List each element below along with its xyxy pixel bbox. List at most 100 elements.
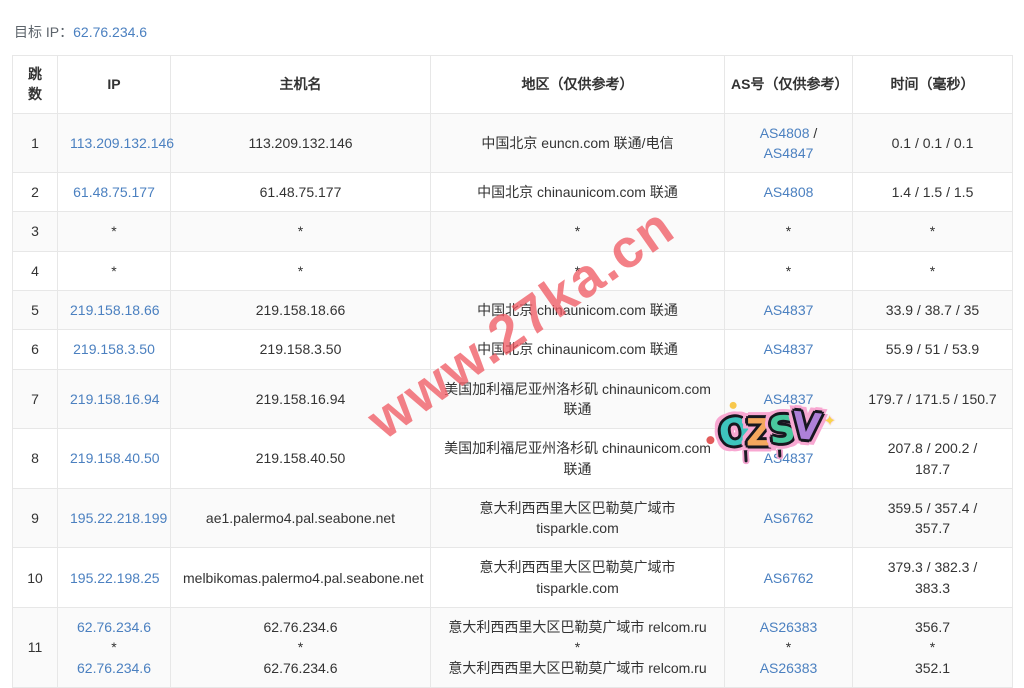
asn-link[interactable]: AS4847	[763, 144, 814, 161]
cell-text: 219.158.18.66	[255, 302, 346, 319]
asn-link[interactable]: AS4837	[763, 390, 814, 407]
cell-text: *	[297, 639, 304, 656]
ip-link[interactable]: 219.158.16.94	[70, 390, 160, 407]
cell-time: 179.7 / 171.5 / 150.7	[852, 368, 1013, 430]
ip-link[interactable]: 219.158.3.50	[73, 341, 155, 358]
cell-asn: AS4837	[724, 290, 853, 331]
cell-ip: 219.158.3.50	[57, 329, 171, 370]
cell-text: 179.7 / 171.5 / 150.7	[868, 390, 997, 407]
asn-link[interactable]: AS26383	[759, 659, 818, 676]
cell-region: *	[430, 250, 725, 292]
column-header-region: 地区（仅供参考）	[430, 55, 725, 114]
ip-link[interactable]: 195.22.198.25	[70, 569, 160, 586]
cell-time: 55.9 / 51 / 53.9	[852, 329, 1013, 370]
cell-text: 10	[27, 569, 43, 586]
cell-time: 379.3 / 382.3 / 383.3	[852, 547, 1013, 609]
table-row: 11 62.76.234.6 * 62.76.234.6 62.76.234.6 * 62.…	[12, 607, 1013, 688]
asn-link[interactable]: AS6762	[763, 510, 814, 526]
cell-text: 4	[31, 262, 39, 279]
cell-text: 1	[31, 134, 39, 151]
cell-text: 1.4 / 1.5 / 1.5	[891, 184, 974, 201]
cell-host: 61.48.75.177	[170, 172, 431, 213]
ip-link[interactable]: 61.48.75.177	[73, 184, 155, 201]
cell-hop: 4	[12, 250, 58, 292]
cell-text: ae1.palermo4.pal.seabone.net	[205, 510, 396, 526]
cell-text: 357.7	[914, 520, 951, 537]
cell-ip: 219.158.18.66	[57, 290, 171, 331]
cell-text: 意大利西西里大区巴勒莫广域市	[479, 499, 676, 516]
cell-ip: 195.22.198.25	[57, 547, 171, 609]
cell-hop: 2	[12, 172, 58, 213]
cell-asn: AS26383 * AS26383	[724, 607, 853, 688]
table-row: 10 195.22.198.25 melbikomas.palermo4.pal.s…	[12, 547, 1013, 609]
ip-link[interactable]: 195.22.218.199	[70, 510, 168, 526]
cell-host: *	[170, 250, 431, 292]
cell-text: 62.76.234.6	[263, 619, 338, 636]
cell-text: 0.1 / 0.1 / 0.1	[891, 134, 974, 151]
cell-text: 联通	[563, 400, 592, 417]
ip-link[interactable]: 62.76.234.6	[77, 619, 151, 636]
asn-link[interactable]: AS4837	[763, 341, 814, 358]
cell-text: *	[785, 639, 792, 656]
cell-ip: 113.209.132.146	[57, 112, 175, 174]
cell-text: *	[574, 639, 581, 656]
cell-text: *	[574, 223, 581, 240]
cell-asn: AS4808 / AS4847	[724, 112, 853, 174]
cell-text: 55.9 / 51 / 53.9	[885, 341, 980, 358]
cell-text: 中国北京 chinaunicom.com 联通	[477, 184, 678, 201]
cell-text: 中国北京 euncn.com 联通/电信	[481, 134, 674, 151]
cell-text: 7	[31, 390, 39, 407]
cell-text: *	[574, 262, 581, 279]
cell-text: tisparkle.com	[536, 579, 619, 596]
cell-ip: *	[57, 250, 171, 292]
cell-time: 33.9 / 38.7 / 35	[852, 290, 1013, 331]
ip-link[interactable]: 62.76.234.6	[77, 659, 151, 676]
asn-link[interactable]: AS6762	[763, 569, 814, 586]
column-header-asn: AS号（仅供参考）	[724, 55, 853, 114]
cell-text: 383.3	[914, 579, 951, 596]
cell-text: 意大利西西里大区巴勒莫广域市 relcom.ru	[448, 659, 707, 676]
asn-link[interactable]: AS4837	[763, 450, 814, 467]
cell-text: 352.1	[914, 659, 951, 676]
cell-region: 意大利西西里大区巴勒莫广域市 tisparkle.com	[430, 487, 725, 549]
cell-text: 2	[31, 184, 39, 201]
cell-host: *	[170, 211, 431, 252]
cell-region: 意大利西西里大区巴勒莫广域市 tisparkle.com	[430, 547, 725, 609]
cell-time: 359.5 / 357.4 / 357.7	[852, 487, 1013, 549]
cell-host: melbikomas.palermo4.pal.seabone.net	[170, 547, 431, 609]
ip-link[interactable]: 219.158.40.50	[70, 450, 160, 467]
cell-text: *	[929, 262, 936, 279]
cell-hop: 6	[12, 329, 58, 370]
cell-region: 中国北京 chinaunicom.com 联通	[430, 329, 725, 370]
cell-asn: AS6762	[724, 547, 853, 609]
cell-text: *	[111, 639, 117, 656]
asn-link[interactable]: AS4837	[763, 302, 814, 319]
cell-ip: 219.158.40.50	[57, 428, 171, 489]
cell-text: melbikomas.palermo4.pal.seabone.net	[183, 569, 424, 586]
cell-region: *	[430, 211, 725, 252]
asn-link[interactable]: AS4808	[763, 184, 814, 201]
cell-ip: 195.22.218.199	[57, 487, 171, 549]
trace-table-body: 1 113.209.132.146 113.209.132.146 中国北京 eunc…	[12, 112, 1013, 688]
cell-hop: 8	[12, 428, 58, 489]
cell-text: 5	[31, 302, 39, 319]
column-header-host: 主机名	[170, 55, 431, 114]
cell-time: 356.7 * 352.1	[852, 607, 1013, 688]
cell-text: 61.48.75.177	[259, 184, 342, 201]
table-row: 7 219.158.16.94 219.158.16.94 美国加利福尼亚州洛杉矶 c…	[12, 368, 1013, 430]
ip-link[interactable]: 113.209.132.146	[70, 134, 175, 151]
cell-text: 6	[31, 341, 39, 358]
cell-host: 219.158.3.50	[170, 329, 431, 370]
target-ip-link[interactable]: 62.76.234.6	[73, 24, 148, 40]
cell-hop: 3	[12, 211, 58, 252]
cell-text: 62.76.234.6	[263, 659, 338, 676]
cell-text: 意大利西西里大区巴勒莫广域市	[479, 559, 676, 576]
cell-text: 9	[31, 510, 39, 526]
asn-link[interactable]: AS26383	[759, 619, 818, 636]
ip-link[interactable]: 219.158.18.66	[70, 302, 160, 319]
cell-text: 3	[31, 223, 39, 240]
cell-time: *	[852, 250, 1013, 292]
cell-text: 联通	[563, 460, 592, 477]
cell-text: 意大利西西里大区巴勒莫广域市 relcom.ru	[448, 619, 707, 636]
asn-link[interactable]: AS4808	[759, 124, 810, 141]
